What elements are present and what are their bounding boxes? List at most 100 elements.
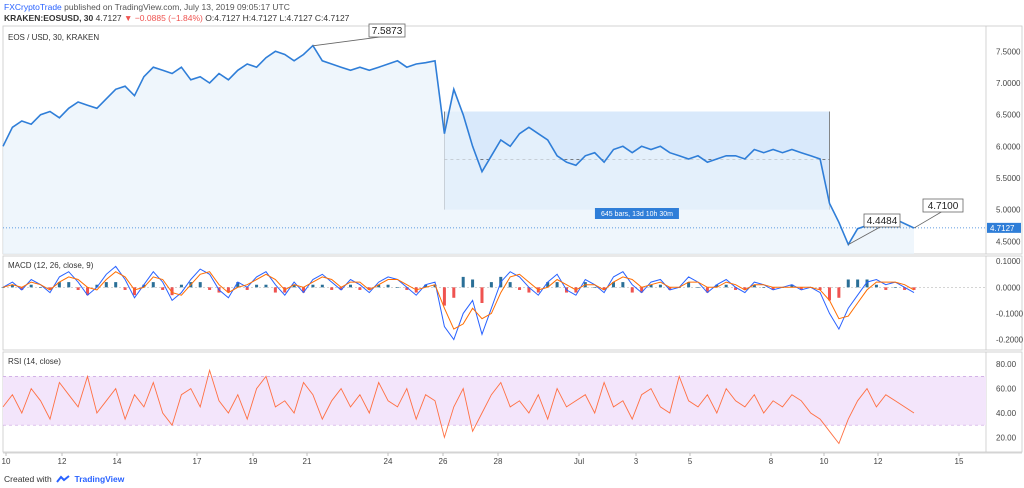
macd-histogram-bar — [339, 287, 343, 290]
range-info-label: 645 bars, 13d 10h 30m — [601, 211, 673, 218]
change-arrow: ▼ — [124, 13, 133, 23]
price-tick-label-3: 6.0000 — [996, 142, 1021, 151]
macd-histogram-bar — [132, 287, 136, 296]
last-price-badge — [987, 222, 1021, 233]
macd-histogram-bar — [386, 284, 390, 288]
close-callout-label: 4.7100 — [928, 201, 959, 212]
price-tick-label-6: 7.5000 — [996, 47, 1021, 56]
macd-histogram-bar — [76, 287, 80, 290]
macd-histogram-bar — [348, 284, 352, 288]
macd-histogram-bar — [846, 279, 850, 288]
time-tick-label-2: 14 — [113, 457, 122, 466]
macd-histogram-bar — [104, 282, 108, 288]
macd-histogram-bar — [114, 282, 118, 288]
macd-tick-label-2: -0.1000 — [996, 309, 1024, 318]
macd-histogram-bar — [405, 287, 409, 290]
time-tick-label-14: 12 — [874, 457, 883, 466]
time-tick-label-8: 28 — [494, 457, 503, 466]
macd-histogram-bar — [10, 284, 14, 288]
macd-histogram-bar — [358, 287, 362, 290]
macd-histogram-bar — [734, 287, 738, 290]
macd-tick-label-3: -0.2000 — [996, 336, 1024, 345]
high-callout-label: 7.5873 — [372, 26, 403, 37]
macd-histogram-bar — [1, 287, 5, 288]
time-tick-label-10: 3 — [634, 457, 639, 466]
macd-line — [2, 265, 915, 341]
author-link[interactable]: FXCryptoTrade — [4, 2, 62, 12]
time-tick-label-13: 10 — [820, 457, 829, 466]
macd-histogram-bar — [611, 282, 615, 288]
macd-histogram-bar — [142, 284, 146, 288]
macd-histogram-bar — [743, 287, 747, 290]
macd-histogram-bar — [799, 287, 803, 290]
time-tick-label-11: 5 — [688, 457, 693, 466]
macd-histogram-bar — [724, 284, 728, 288]
macd-histogram-bar — [236, 282, 240, 288]
macd-histogram-bar — [461, 276, 465, 288]
low-callout-connector — [848, 225, 883, 245]
range-info-badge — [594, 208, 679, 219]
close-callout-connector — [913, 210, 944, 229]
high-callout-connector — [312, 35, 388, 47]
macd-histogram-bar — [442, 287, 446, 306]
macd-histogram-bar — [837, 287, 841, 298]
macd-pane-title: MACD (12, 26, close, 9) — [8, 261, 94, 270]
rsi-pane-title: RSI (14, close) — [8, 357, 61, 366]
macd-histogram-bar — [874, 284, 878, 288]
macd-histogram-bar — [57, 282, 61, 288]
macd-histogram-bar — [273, 287, 277, 293]
macd-histogram-bar — [903, 287, 907, 290]
macd-tick-label-0: 0.1000 — [996, 257, 1021, 266]
macd-histogram-bar — [264, 284, 268, 288]
low-callout-label: 4.4484 — [867, 216, 898, 227]
macd-histogram-bar — [452, 287, 456, 298]
symbol-text: KRAKEN:EOSUSD, 30 — [4, 13, 94, 23]
macd-histogram-bar — [762, 287, 766, 288]
macd-histogram-bar — [320, 284, 324, 288]
macd-histogram-bar — [29, 284, 33, 288]
rsi-tick-label-2: 40.00 — [996, 409, 1017, 418]
macd-histogram-bar — [602, 287, 606, 290]
macd-histogram-bar — [827, 287, 831, 301]
rsi-tick-label-0: 80.00 — [996, 360, 1017, 369]
macd-histogram-bar — [818, 287, 822, 290]
macd-histogram-bar — [67, 282, 71, 288]
macd-histogram-bar — [424, 284, 428, 288]
rsi-tick-label-3: 20.00 — [996, 433, 1017, 442]
macd-histogram-bar — [170, 287, 174, 296]
macd-histogram-bar — [471, 279, 475, 288]
symbol-line: KRAKEN:EOSUSD, 30 4.7127 ▼ −0.0885 (−1.8… — [4, 13, 349, 23]
last-price-label: 4.7127 — [990, 224, 1015, 233]
macd-histogram-bar — [696, 287, 700, 288]
price-tick-label-2: 5.5000 — [996, 174, 1021, 183]
change-text: −0.0885 (−1.84%) — [134, 13, 203, 23]
published-text: published on TradingView.com, July 13, 2… — [64, 2, 290, 12]
macd-histogram-bar — [489, 282, 493, 288]
macd-histogram-bar — [95, 284, 99, 288]
macd-histogram-bar — [255, 284, 259, 288]
macd-histogram-bar — [856, 279, 860, 288]
macd-histogram-bar — [630, 287, 634, 293]
pane-frame-1 — [2, 255, 1023, 351]
macd-histogram-bar — [39, 287, 43, 288]
macd-histogram-bar — [527, 287, 531, 293]
macd-histogram-bar — [912, 287, 916, 290]
macd-histogram-bar — [518, 287, 522, 290]
ohlc-text: O:4.7127 H:4.7127 L:4.7127 C:4.7127 — [205, 13, 350, 23]
tradingview-logo-icon — [56, 475, 70, 483]
macd-histogram-bar — [245, 287, 249, 290]
footer: Created with TradingView — [4, 474, 124, 484]
time-tick-label-1: 12 — [58, 457, 67, 466]
macd-histogram-bar — [649, 284, 653, 288]
tradingview-link[interactable]: TradingView — [74, 474, 125, 484]
macd-histogram-bar — [865, 279, 869, 288]
publish-header: FXCryptoTrade published on TradingView.c… — [4, 2, 290, 12]
macd-histogram-bar — [123, 287, 127, 290]
macd-histogram-bar — [151, 282, 155, 288]
price-tick-label-4: 6.5000 — [996, 111, 1021, 120]
high-callout-box — [368, 23, 406, 38]
macd-histogram-bar — [621, 282, 625, 288]
macd-histogram-bar — [292, 284, 296, 288]
